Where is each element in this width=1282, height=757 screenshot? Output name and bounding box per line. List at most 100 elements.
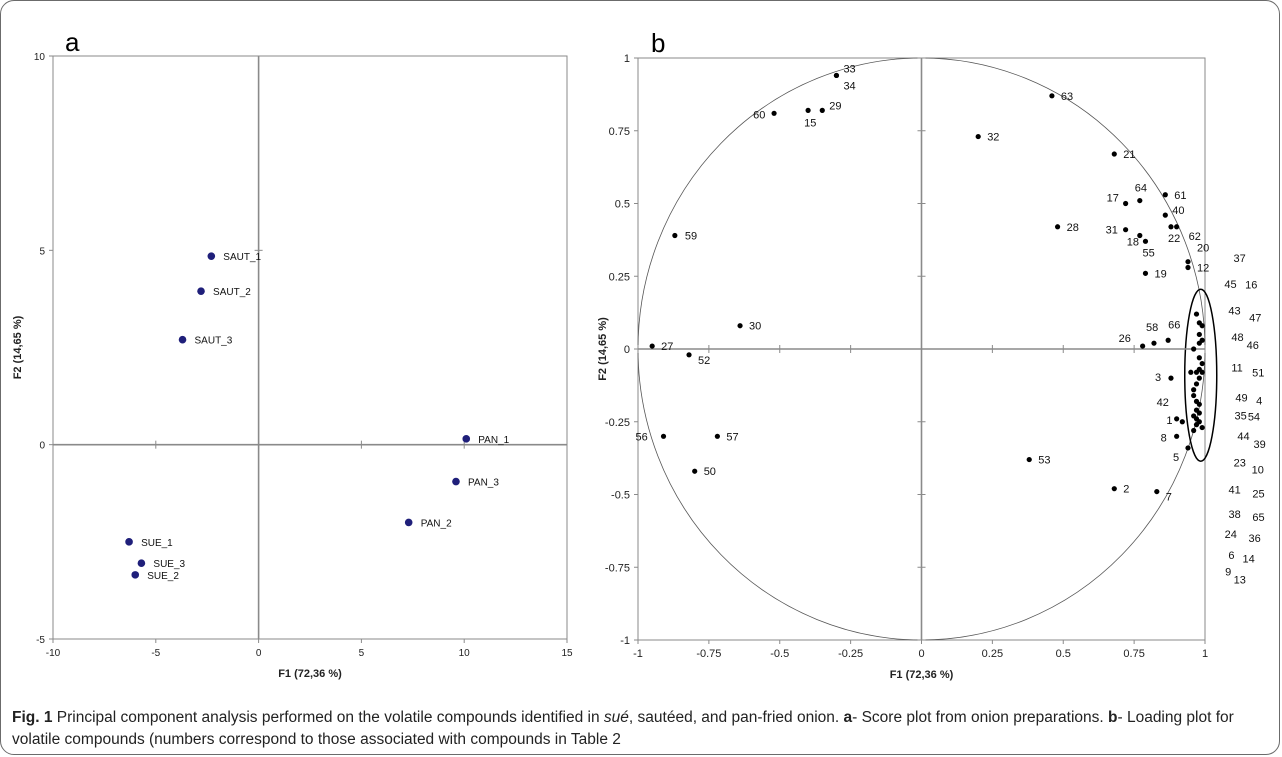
x-tick-label: -0.75	[696, 648, 721, 660]
data-point-label: 11	[1231, 363, 1242, 375]
y-tick-label: -1	[620, 635, 630, 647]
data-point-label: 27	[661, 341, 673, 353]
data-point-label: 61	[1174, 190, 1186, 202]
data-point	[975, 133, 981, 140]
data-point	[131, 571, 140, 579]
caption-run: sué	[603, 709, 629, 726]
data-point-label: 33	[843, 63, 855, 75]
y-tick-label: 0.5	[615, 199, 630, 211]
data-point-label: 32	[987, 132, 999, 144]
data-point	[1026, 456, 1032, 463]
data-point-label: 59	[685, 231, 697, 243]
data-point	[1142, 270, 1149, 276]
data-point-label: SAUT_3	[195, 336, 233, 347]
data-point	[1174, 416, 1180, 422]
x-tick-label: 0.75	[1123, 648, 1144, 660]
data-point	[1188, 369, 1194, 375]
data-point	[1185, 445, 1191, 451]
data-point	[178, 335, 187, 344]
data-point	[1196, 410, 1202, 416]
data-point-label: 30	[749, 321, 761, 333]
data-point	[1111, 486, 1117, 492]
x-tick-label: 15	[561, 648, 573, 659]
caption-run: Fig. 1	[12, 709, 53, 726]
data-point	[125, 538, 133, 546]
data-point	[1199, 369, 1205, 375]
x-tick-label: -1	[633, 648, 643, 660]
data-point	[1179, 419, 1185, 425]
caption-run: Principal component analysis performed o…	[52, 709, 604, 726]
figure-caption: Fig. 1 Principal component analysis perf…	[12, 707, 1274, 751]
panel-letter: a	[65, 27, 80, 57]
x-tick-label: -0.25	[838, 648, 863, 660]
data-point-label: PAN_2	[421, 518, 452, 529]
data-point	[1193, 369, 1200, 375]
data-point	[1196, 355, 1202, 361]
data-point	[771, 110, 777, 116]
data-point-label: 1	[1166, 415, 1172, 427]
x-axis-title: F1 (72,36 %)	[278, 668, 342, 680]
data-point	[1191, 346, 1197, 352]
data-point-label: 9	[1225, 567, 1231, 579]
data-point-label: 26	[1119, 333, 1131, 345]
data-point-label: 19	[1154, 268, 1166, 280]
data-point-label: 34	[843, 80, 855, 92]
data-point	[833, 72, 840, 79]
data-point-label: 63	[1061, 91, 1073, 103]
data-point-label: 4	[1256, 395, 1262, 407]
y-tick-label: -0.25	[605, 417, 630, 429]
y-axis-title: F2 (14,65 %)	[12, 315, 24, 379]
panel-letter: b	[651, 28, 665, 58]
data-point-label: 38	[1228, 509, 1240, 521]
data-point	[649, 343, 655, 349]
data-point	[714, 433, 720, 439]
data-point-label: 10	[1252, 465, 1264, 477]
x-tick-label: 0	[918, 648, 924, 660]
data-point	[1193, 381, 1200, 387]
y-tick-label: 10	[34, 52, 46, 63]
data-point	[1174, 433, 1180, 439]
data-point	[1054, 224, 1061, 230]
data-point	[1165, 337, 1171, 343]
caption-run: , sautéed, and pan-fried onion.	[628, 709, 844, 726]
data-point-label: 21	[1123, 149, 1135, 161]
data-point	[1049, 93, 1055, 99]
x-tick-label: 10	[459, 648, 471, 659]
data-point	[1193, 422, 1200, 428]
data-point-label: 8	[1161, 432, 1167, 444]
data-point	[1123, 227, 1129, 233]
y-tick-label: 0.25	[609, 271, 630, 283]
data-point-label: 29	[829, 100, 841, 112]
data-point-label: 36	[1248, 533, 1260, 545]
data-point-label: SUE_2	[147, 571, 179, 582]
caption-run: b	[1108, 709, 1118, 726]
data-point-label: 31	[1106, 225, 1118, 237]
data-point	[1168, 375, 1174, 381]
data-point-label: 40	[1172, 205, 1184, 217]
x-tick-label: -0.5	[770, 648, 789, 660]
data-point-label: 12	[1197, 263, 1209, 275]
data-point	[1168, 224, 1174, 230]
y-tick-label: 1	[624, 53, 630, 65]
data-point	[1162, 192, 1168, 198]
data-point	[1142, 238, 1149, 244]
data-point-label: 54	[1248, 411, 1260, 423]
data-point-label: 51	[1252, 368, 1264, 380]
data-point-label: 18	[1127, 237, 1139, 249]
data-point	[462, 435, 471, 443]
data-point-label: 50	[704, 466, 716, 478]
y-tick-label: -5	[36, 635, 45, 646]
data-point-label: SAUT_1	[223, 252, 261, 263]
data-point-label: 53	[1038, 455, 1050, 467]
data-point-label: 41	[1228, 484, 1240, 496]
data-point-label: 66	[1168, 319, 1180, 331]
x-tick-label: 0.25	[982, 648, 1003, 660]
data-point-label: 42	[1157, 397, 1169, 409]
data-point	[1162, 212, 1168, 218]
cluster-ellipse	[1183, 288, 1218, 462]
data-point-label: 7	[1166, 492, 1172, 504]
x-tick-label: -10	[46, 648, 61, 659]
data-point-label: 28	[1067, 222, 1079, 234]
data-point	[1137, 197, 1143, 204]
data-point-label: 43	[1228, 305, 1240, 317]
